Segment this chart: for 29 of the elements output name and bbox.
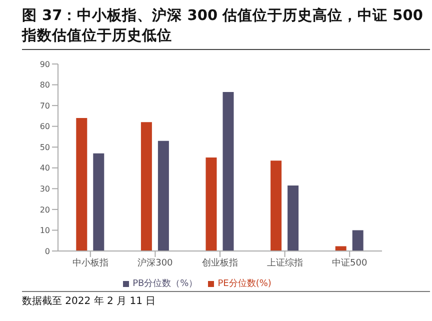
x-tick-label: 中证500 [332,257,368,268]
y-tick-label: 70 [40,101,50,110]
y-tick-label: 0 [44,246,50,256]
y-tick-label: 50 [40,142,50,152]
legend-label: PB分位数（%） [132,279,198,289]
legend-label: PE分位数(%) [218,279,272,289]
y-tick-label: 80 [40,80,50,90]
y-tick-label: 30 [40,184,50,194]
chart-title: 图 37：中小板指、沪深 300 估值位于历史高位，中证 500 指数估值位于历史低位 [22,6,424,46]
y-tick-label: 40 [40,164,50,173]
y-tick-label: 20 [40,205,50,214]
y-tick-label: 60 [40,122,50,132]
bar [158,140,169,251]
bar [206,158,217,251]
bar [335,246,346,251]
y-tick-label: 90 [40,60,50,69]
x-tick-label: 中小板指 [72,257,108,268]
text: 数据截至 2022 年 2 月 11 日 [22,294,156,308]
bar [288,186,299,251]
bar [222,92,234,251]
bar [76,118,88,251]
bar [93,153,104,251]
bar [352,230,364,251]
y-tick-label: 10 [40,226,50,236]
x-tick-label: 创业板指 [202,257,238,268]
bar [140,122,152,251]
bar [270,160,282,251]
x-tick-label: 沪深300 [138,257,174,268]
x-tick-label: 上证综指 [266,257,303,268]
